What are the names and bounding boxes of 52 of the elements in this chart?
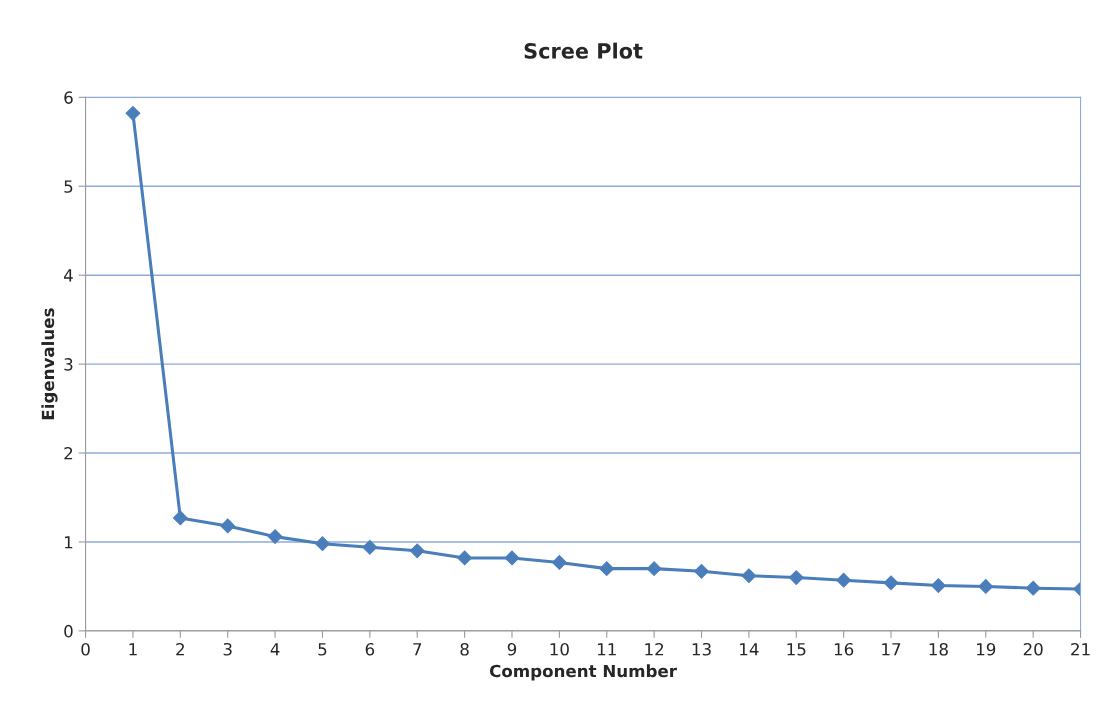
point — [788, 570, 804, 585]
point — [646, 561, 662, 577]
point — [125, 105, 141, 121]
point — [978, 579, 994, 594]
point — [457, 550, 472, 566]
x-axis-title: Component Number — [489, 664, 677, 681]
point — [836, 572, 852, 588]
x-tick-label: 1 — [129, 643, 137, 656]
x-tick-label: 18 — [929, 642, 948, 656]
point — [409, 543, 425, 559]
y-tick-label: 5 — [64, 180, 73, 193]
x-tick-label: 9 — [507, 642, 517, 656]
x-tick-label: 17 — [882, 643, 901, 656]
point — [220, 518, 236, 534]
chart-title: Scree Plot — [524, 42, 643, 59]
x-tick-label: 13 — [692, 642, 711, 656]
point — [694, 563, 709, 579]
x-tick-label: 7 — [413, 643, 422, 656]
y-tick-label: 2 — [64, 446, 73, 460]
y-tick-label: 0 — [64, 624, 73, 638]
point — [267, 529, 283, 545]
point — [931, 578, 946, 593]
x-tick-label: 20 — [1023, 642, 1043, 656]
point — [315, 536, 330, 552]
y-tick-label: 1 — [64, 536, 73, 549]
x-tick-label: 0 — [81, 642, 90, 656]
x-tick-label: 12 — [645, 642, 664, 656]
y-tick-label: 6 — [64, 91, 73, 104]
point — [741, 568, 757, 584]
point — [504, 550, 520, 566]
x-tick-label: 16 — [834, 642, 854, 656]
point — [362, 539, 378, 555]
x-tick-label: 2 — [176, 642, 184, 656]
point — [1025, 580, 1041, 596]
x-tick-label: 6 — [365, 642, 375, 656]
x-tick-label: 3 — [223, 642, 232, 656]
x-tick-label: 14 — [740, 643, 759, 656]
x-tick-label: 10 — [550, 642, 569, 656]
x-tick-label: 19 — [977, 642, 996, 656]
x-tick-label: 15 — [787, 643, 806, 656]
x-tick-label: 5 — [318, 643, 327, 656]
x-tick-label: 8 — [460, 642, 469, 656]
y-axis-title: Eigenvalues — [41, 308, 58, 420]
point — [172, 510, 188, 526]
x-tick-label: 4 — [270, 643, 280, 656]
x-tick-label: 11 — [597, 643, 616, 656]
point — [883, 575, 899, 591]
y-tick-label: 3 — [64, 358, 73, 371]
point — [551, 555, 567, 570]
y-tick-label: 4 — [63, 269, 73, 282]
x-tick-label: 21 — [1071, 642, 1090, 656]
point — [599, 561, 615, 577]
